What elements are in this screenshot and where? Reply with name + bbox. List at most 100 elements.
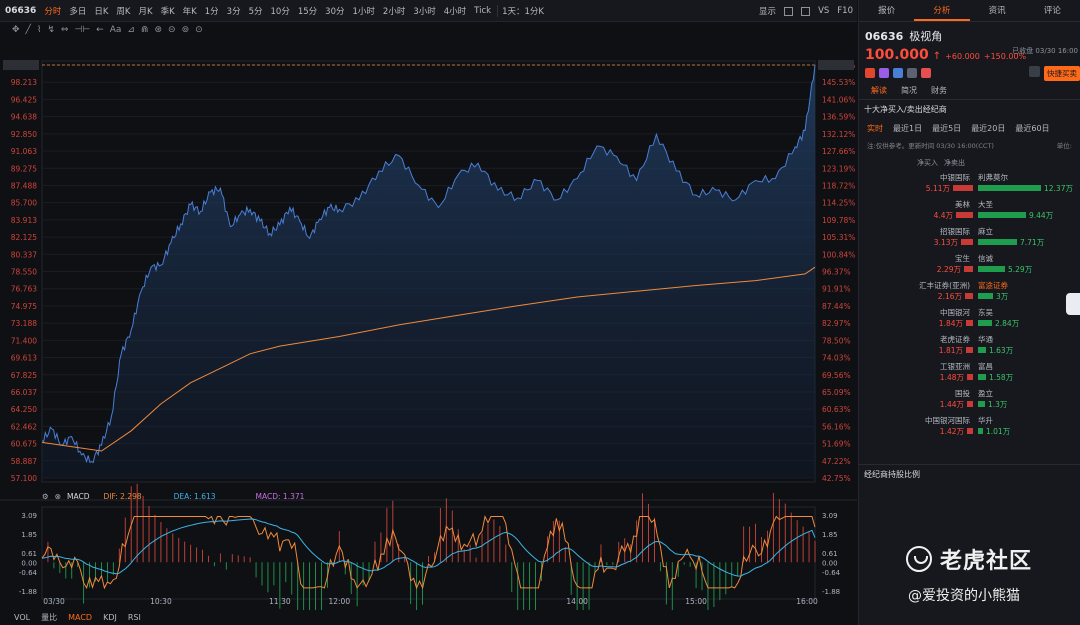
- draw-tool-icon[interactable]: ✥: [12, 25, 20, 35]
- y-tick-label: 76.763: [11, 285, 37, 294]
- draw-tool-icon[interactable]: ←: [96, 25, 104, 35]
- watermark-author: @爱投资的小熊猫: [908, 588, 1020, 604]
- x-tick-label: 15:00: [685, 597, 707, 606]
- pct-tick-label: 51.69%: [822, 440, 851, 449]
- timeframe-4[interactable]: 月K: [138, 6, 153, 17]
- y-tick-label: 87.488: [11, 181, 37, 190]
- timeframe-17[interactable]: Tick: [474, 5, 492, 16]
- timeframe-7[interactable]: 1分: [204, 6, 219, 17]
- timeframe-14[interactable]: 2小时: [382, 6, 406, 17]
- x-tick-label: 16:00: [796, 597, 818, 606]
- dea-value: DEA: 1.613: [173, 491, 216, 501]
- draw-tool-icon[interactable]: ⊛: [154, 25, 163, 35]
- draw-tool-icon[interactable]: ⇔: [60, 25, 69, 35]
- timeframe-8[interactable]: 3分: [226, 6, 241, 17]
- pct-tick-label: 123.19%: [822, 164, 855, 173]
- indicator-tab-2[interactable]: MACD: [68, 613, 93, 622]
- timeframe-13[interactable]: 1小时: [352, 6, 375, 17]
- range-tab-4[interactable]: 最近60日: [1015, 124, 1050, 133]
- display-menu[interactable]: 显示: [759, 7, 777, 17]
- buyer-name: 中银国际: [940, 173, 970, 182]
- quick-trade-button[interactable]: 快捷买卖: [1044, 66, 1080, 81]
- draw-tool-icon[interactable]: Aa: [109, 25, 122, 35]
- timeframe-15[interactable]: 3小时: [413, 6, 436, 17]
- range-tab-0[interactable]: 实时: [867, 124, 883, 133]
- timeframe-2[interactable]: 日K: [94, 6, 109, 17]
- analysis-subtabs: 解读 简况 财务: [859, 82, 1080, 100]
- y-tick-label: 82.125: [11, 233, 37, 242]
- y-tick-label: 74.975: [11, 302, 37, 311]
- draw-tool-icon[interactable]: ⊿: [127, 25, 135, 35]
- screenshot-icon[interactable]: [801, 6, 811, 16]
- close-icon[interactable]: ⊗: [54, 491, 62, 501]
- timeframe-10[interactable]: 10分: [270, 6, 290, 17]
- indicator-tab-0[interactable]: VOL: [14, 613, 31, 622]
- y-tick-label: 92.850: [11, 130, 37, 139]
- timeframe-6[interactable]: 年K: [182, 6, 197, 17]
- panel-tab-2[interactable]: 资讯: [988, 6, 1006, 16]
- draw-tool-icon[interactable]: ↯: [47, 25, 55, 35]
- broker-row: 宝生 信诚 2.29万 5.29万: [859, 253, 1080, 280]
- period-select[interactable]: 1天：1分K: [497, 4, 548, 17]
- col-buy: 净买入: [917, 159, 938, 167]
- sell-bar: [978, 293, 993, 299]
- macd-y-tick-right: -1.88: [822, 588, 840, 596]
- panel-tab-3[interactable]: 评论: [1043, 6, 1061, 16]
- settings-icon[interactable]: ⚙: [42, 491, 49, 501]
- macd-y-tick-right: 0.00: [822, 559, 838, 567]
- timeframe-0[interactable]: 分时: [44, 6, 62, 17]
- float-widget-button[interactable]: [1066, 293, 1080, 315]
- draw-tool-icon[interactable]: ⊙: [195, 25, 203, 35]
- subtab-1[interactable]: 简况: [901, 86, 917, 95]
- macd-y-tick: -1.88: [19, 588, 37, 596]
- macd-title: MACD: [67, 491, 90, 501]
- arrow-up-icon: ↑: [932, 51, 942, 62]
- bell-icon[interactable]: [1029, 66, 1040, 77]
- vs-button[interactable]: VS: [818, 6, 830, 16]
- intraday-chart[interactable]: 100.000150.00%98.213145.53%96.425141.06%…: [0, 38, 857, 610]
- toolbar-right: 显示 VS F10: [759, 0, 853, 22]
- range-tab-2[interactable]: 最近5日: [932, 124, 962, 133]
- macd-y-tick: 0.61: [21, 550, 37, 558]
- indicator-tab-1[interactable]: 量比: [41, 613, 58, 622]
- draw-tool-icon[interactable]: ⊣⊢: [74, 25, 91, 35]
- pct-tick-label: 109.78%: [822, 216, 855, 225]
- seller-name: 信诚: [978, 254, 993, 263]
- timeframe-11[interactable]: 15分: [297, 6, 318, 17]
- seller-name: 盈立: [978, 389, 993, 398]
- price-change-pct: +150.00%: [983, 52, 1027, 61]
- buy-bar: [967, 428, 973, 434]
- subtab-2[interactable]: 财务: [931, 86, 947, 95]
- panel-tab-1[interactable]: 分析: [914, 0, 970, 21]
- timeframe-5[interactable]: 季K: [160, 6, 175, 17]
- broker-row: 中银国际 利弗莫尔 5.11万 12.37万: [859, 172, 1080, 199]
- indicator-tab-3[interactable]: KDJ: [103, 613, 117, 622]
- timeframe-3[interactable]: 周K: [116, 6, 131, 17]
- buy-bar: [965, 293, 973, 299]
- timeframe-1[interactable]: 多日: [69, 6, 87, 17]
- draw-tool-icon[interactable]: ⌇: [36, 25, 42, 35]
- macd-y-tick: -0.64: [19, 569, 38, 577]
- f10-button[interactable]: F10: [837, 6, 853, 16]
- range-tab-3[interactable]: 最近20日: [971, 124, 1006, 133]
- draw-tool-icon[interactable]: ⋒: [140, 25, 149, 35]
- sell-bar: [978, 185, 1041, 191]
- indicator-tab-4[interactable]: RSI: [127, 613, 141, 622]
- subtab-0[interactable]: 解读: [871, 86, 887, 95]
- range-tab-1[interactable]: 最近1日: [893, 124, 923, 133]
- buy-value: 1.44万: [939, 400, 964, 409]
- x-tick-label: 10:30: [150, 597, 172, 606]
- panel-tab-0[interactable]: 报价: [878, 6, 896, 16]
- layout-icon[interactable]: [784, 6, 794, 16]
- draw-tool-icon[interactable]: ⊚: [181, 25, 190, 35]
- draw-tool-icon[interactable]: ╱: [25, 25, 31, 35]
- timeframe-9[interactable]: 5分: [248, 6, 263, 17]
- timeframe-16[interactable]: 4小时: [443, 6, 467, 17]
- pct-tick-label: 100.84%: [822, 250, 855, 259]
- tiger-logo-icon: [906, 546, 932, 572]
- sell-value: 7.71万: [1020, 238, 1045, 247]
- draw-tool-icon[interactable]: ⊝: [168, 25, 176, 35]
- timeframe-12[interactable]: 30分: [325, 6, 345, 17]
- broker-row: 美林 大圣 4.4万 9.44万: [859, 199, 1080, 226]
- macd-y-tick-right: -0.64: [822, 569, 841, 577]
